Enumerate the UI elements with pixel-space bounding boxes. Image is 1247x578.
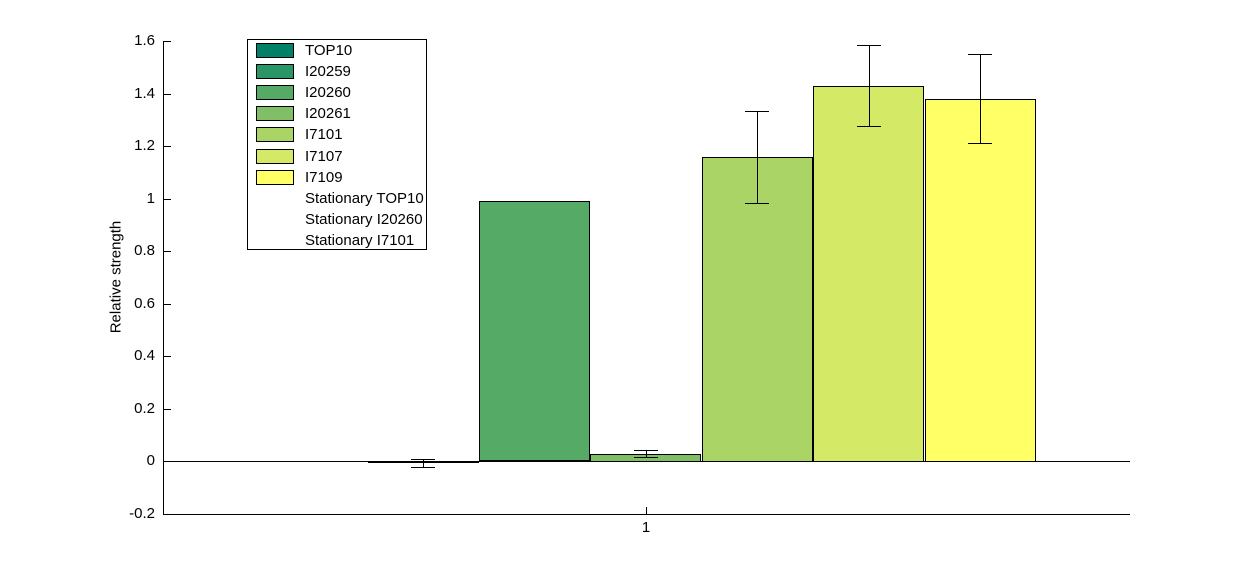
legend-item: I20261 <box>248 103 426 124</box>
legend-swatch-i7107 <box>256 148 294 164</box>
legend-label: Stationary I20260 <box>305 210 423 228</box>
y-tick-mark <box>164 356 171 357</box>
legend-item: I7109 <box>248 167 426 188</box>
bar-i7109 <box>925 99 1036 462</box>
legend-item: I7107 <box>248 146 426 167</box>
legend-item: Stationary I7101 <box>248 230 426 251</box>
bar-i7107 <box>813 86 924 462</box>
legend-swatch-i20259 <box>256 64 294 80</box>
y-tick-label: 1.4 <box>134 85 155 102</box>
error-cap-bottom-i20259 <box>411 467 435 468</box>
bar-i20260 <box>479 201 590 461</box>
y-tick-label: 0.8 <box>134 242 155 259</box>
y-tick-label: 1 <box>146 190 155 207</box>
legend-label: TOP10 <box>305 42 353 60</box>
y-tick-label: 0.6 <box>134 295 155 312</box>
legend-label: I20261 <box>305 105 351 123</box>
error-cap-bottom-i20261 <box>634 457 658 458</box>
legend-swatch-i7109 <box>256 169 294 185</box>
x-tick-mark <box>646 507 647 514</box>
error-bar-i7109 <box>980 54 981 143</box>
y-tick-mark <box>164 514 171 515</box>
y-axis <box>163 41 164 515</box>
error-cap-top-i7109 <box>968 54 992 55</box>
error-cap-top-i7107 <box>857 45 881 46</box>
error-cap-bottom-i7107 <box>857 126 881 127</box>
y-tick-mark <box>164 461 171 462</box>
legend-item: I20260 <box>248 82 426 103</box>
error-bar-i7101 <box>757 111 758 203</box>
y-tick-label: -0.2 <box>129 505 155 522</box>
error-bar-i20261 <box>646 450 647 457</box>
y-tick-mark <box>164 146 171 147</box>
y-tick-label: 0 <box>146 452 155 469</box>
y-tick-mark <box>164 199 171 200</box>
y-tick-mark <box>164 94 171 95</box>
legend: TOP10 I20259 I20260 I20261 I7101 I7107 I7109 St… <box>247 39 427 250</box>
legend-swatch-top10 <box>256 43 294 59</box>
y-tick-label: 0.4 <box>134 347 155 364</box>
legend-item: TOP10 <box>248 40 426 61</box>
y-tick-mark <box>164 251 171 252</box>
y-tick-mark <box>164 41 171 42</box>
error-cap-top-i20261 <box>634 450 658 451</box>
error-cap-bottom-i7101 <box>745 203 769 204</box>
y-tick-mark <box>164 304 171 305</box>
bar-i20261 <box>590 454 701 462</box>
x-tick-label: 1 <box>641 519 651 536</box>
legend-label: I7101 <box>305 126 343 144</box>
bar-i7101 <box>702 157 813 462</box>
error-bar-i7107 <box>869 45 870 126</box>
legend-label: Stationary I7101 <box>305 231 415 249</box>
legend-item: I7101 <box>248 124 426 145</box>
x-axis <box>163 514 1130 515</box>
error-cap-top-i20259 <box>411 459 435 460</box>
legend-swatch-i7101 <box>256 127 294 143</box>
legend-item: Stationary TOP10 <box>248 188 426 209</box>
error-cap-top-i7101 <box>745 111 769 112</box>
y-tick-label: 0.2 <box>134 400 155 417</box>
y-tick-label: 1.6 <box>134 32 155 49</box>
error-bar-i20259 <box>423 459 424 467</box>
legend-label: Stationary TOP10 <box>305 189 424 207</box>
y-axis-label: Relative strength <box>107 220 125 334</box>
legend-swatch-i20261 <box>256 106 294 122</box>
legend-label: I7109 <box>305 168 343 186</box>
legend-item: I20259 <box>248 61 426 82</box>
y-tick-label: 1.2 <box>134 137 155 154</box>
error-cap-bottom-i7109 <box>968 143 992 144</box>
y-tick-mark <box>164 409 171 410</box>
legend-label: I7107 <box>305 147 343 165</box>
legend-item: Stationary I20260 <box>248 209 426 230</box>
legend-swatch-i20260 <box>256 85 294 101</box>
legend-label: I20259 <box>305 63 351 81</box>
legend-label: I20260 <box>305 84 351 102</box>
